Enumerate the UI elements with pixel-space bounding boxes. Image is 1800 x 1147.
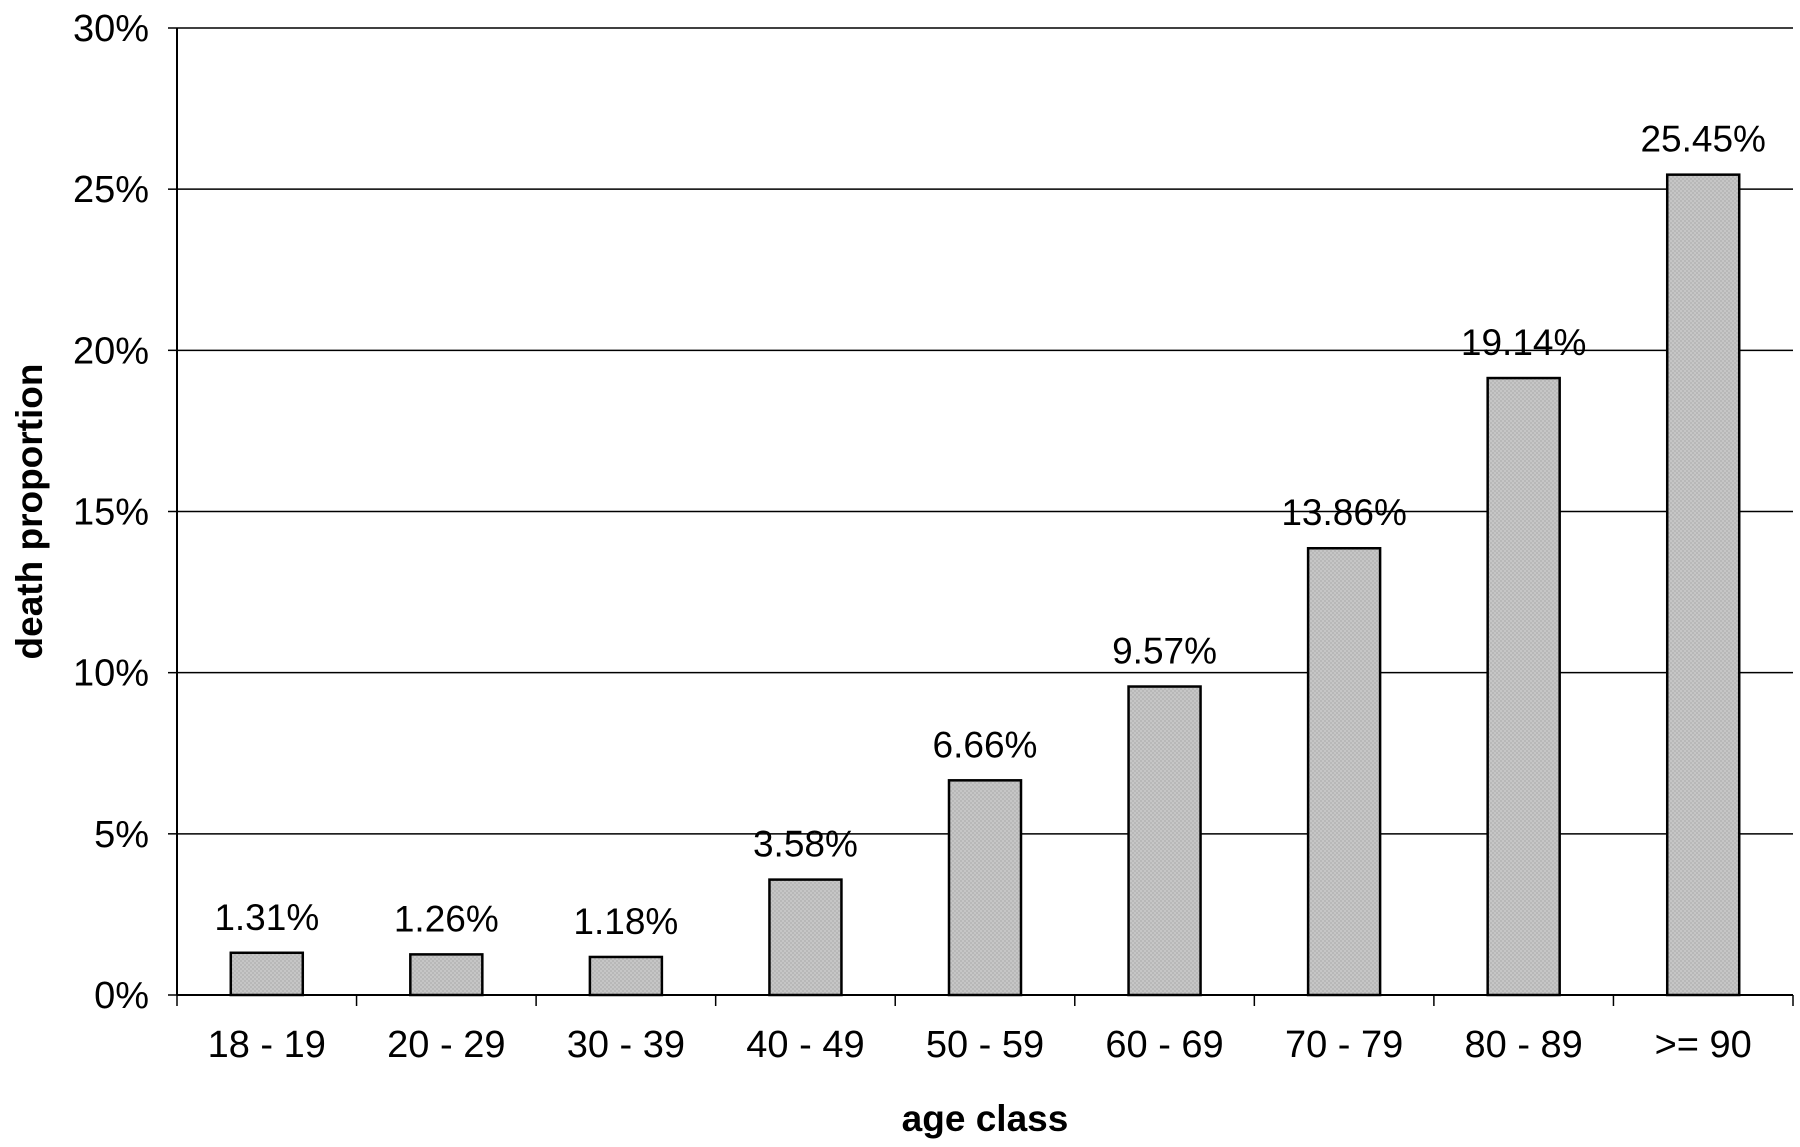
x-axis-ticks: 18 - 19 20 - 29 30 - 39 40 - 49 50 - 59 60 - … <box>176 995 1794 1066</box>
data-label: 3.58% <box>753 824 858 865</box>
x-tick-label: 30 - 39 <box>567 1024 685 1066</box>
x-tick-label: >= 90 <box>1655 1024 1752 1066</box>
bar <box>768 878 843 997</box>
data-label: 13.86% <box>1281 492 1407 533</box>
x-tick-label: 50 - 59 <box>926 1024 1044 1066</box>
bars <box>229 173 1741 997</box>
bar <box>947 779 1023 997</box>
y-tick-label: 30% <box>73 8 149 50</box>
data-label: 1.18% <box>573 901 678 942</box>
data-label: 9.57% <box>1112 631 1217 672</box>
y-tick-label: 15% <box>73 492 149 534</box>
x-tick-label: 20 - 29 <box>387 1024 505 1066</box>
y-tick-label: 5% <box>94 814 149 856</box>
data-label: 25.45% <box>1640 119 1766 160</box>
x-tick-label: 40 - 49 <box>746 1024 864 1066</box>
bar <box>588 955 664 997</box>
y-tick-label: 20% <box>73 330 149 372</box>
bar <box>409 953 484 997</box>
y-tick-label: 25% <box>73 169 149 211</box>
bar <box>229 951 305 997</box>
y-axis-title: death proportion <box>9 364 50 660</box>
y-axis-ticks: 0% 5% 10% 15% 20% 25% 30% <box>73 8 177 1017</box>
data-label: 1.31% <box>214 897 319 938</box>
x-tick-label: 80 - 89 <box>1465 1024 1583 1066</box>
x-tick-label: 70 - 79 <box>1285 1024 1403 1066</box>
bar <box>1665 173 1741 997</box>
data-labels: 1.31% 1.26% 1.18% 3.58% 6.66% 9.57% 13.86% 19.1… <box>214 119 1766 942</box>
data-label: 6.66% <box>933 724 1038 765</box>
y-tick-label: 10% <box>73 653 149 695</box>
data-label: 19.14% <box>1461 322 1587 363</box>
bar <box>1127 685 1202 997</box>
data-label: 1.26% <box>394 898 499 939</box>
x-tick-label: 18 - 19 <box>208 1024 326 1066</box>
x-tick-label: 60 - 69 <box>1105 1024 1223 1066</box>
x-axis-title: age class <box>902 1098 1069 1139</box>
bar <box>1486 376 1561 997</box>
bar <box>1306 546 1382 997</box>
y-tick-label: 0% <box>94 975 149 1017</box>
axes <box>176 28 1793 996</box>
